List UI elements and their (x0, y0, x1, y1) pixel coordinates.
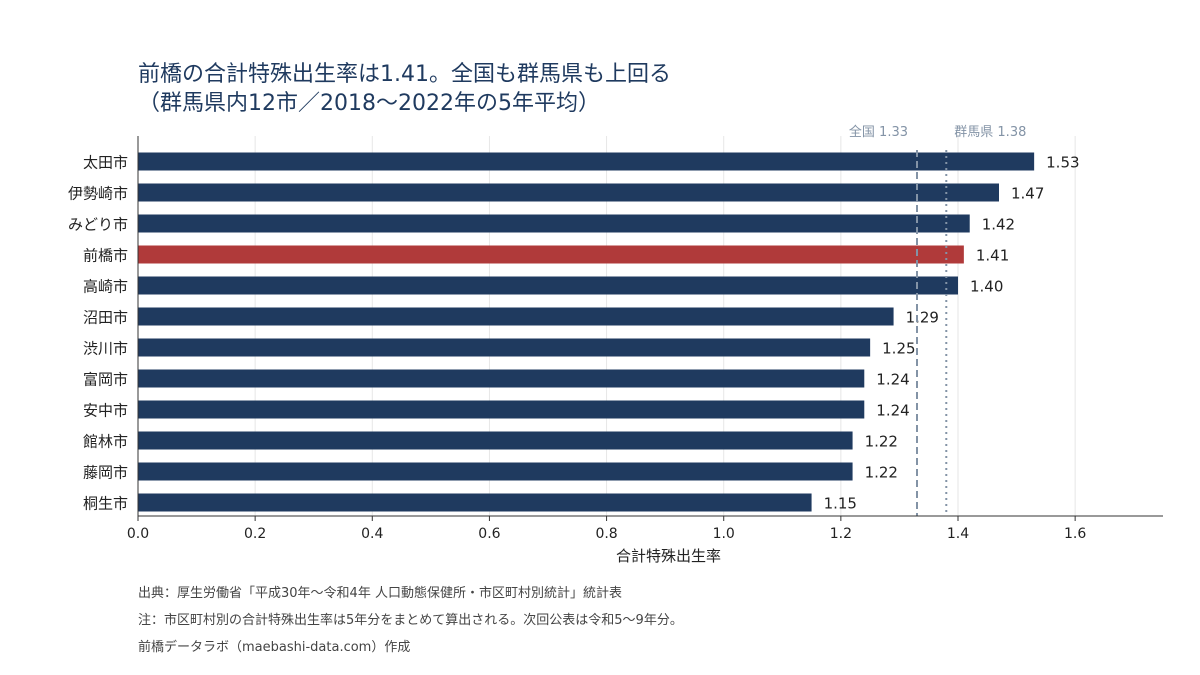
bar (138, 307, 894, 326)
x-tick-label: 0.8 (595, 526, 617, 542)
category-label: 高崎市 (83, 278, 128, 296)
category-label: 館林市 (83, 433, 128, 451)
bar (138, 400, 865, 419)
source-note: 出典：厚生労働省「平成30年〜令和4年 人口動態保健所・市区町村別統計」統計表 (138, 586, 622, 601)
x-tick-label: 0.2 (244, 526, 266, 542)
value-label: 1.41 (976, 247, 1009, 265)
method-note: 注：市区町村別の合計特殊出生率は5年分をまとめて算出される。次回公表は令和5〜9… (138, 613, 683, 628)
bar (138, 276, 958, 295)
category-label: 藤岡市 (83, 464, 128, 482)
category-label: 桐生市 (83, 495, 128, 513)
x-tick-label: 0.4 (361, 526, 383, 542)
value-label: 1.47 (1011, 185, 1044, 203)
x-tick-label: 1.2 (830, 526, 852, 542)
category-label: 沼田市 (83, 309, 128, 327)
x-axis-label: 合計特殊出生率 (616, 547, 721, 565)
bar (138, 493, 812, 512)
category-label: 渋川市 (83, 340, 128, 358)
value-label: 1.24 (876, 402, 909, 420)
value-label: 1.53 (1046, 154, 1079, 172)
category-label: 前橋市 (83, 247, 128, 265)
bar (138, 183, 999, 202)
value-label: 1.22 (865, 464, 898, 482)
value-label: 1.24 (876, 371, 909, 389)
bar (138, 245, 964, 264)
category-label: 安中市 (83, 402, 128, 420)
reference-label: 全国 1.33 (849, 124, 908, 140)
value-label: 1.42 (982, 216, 1015, 234)
x-tick-label: 1.4 (947, 526, 969, 542)
category-label: 太田市 (83, 154, 128, 172)
bar (138, 369, 865, 388)
category-label: 富岡市 (83, 371, 128, 389)
value-label: 1.22 (865, 433, 898, 451)
bar (138, 431, 853, 450)
x-tick-label: 0.6 (478, 526, 500, 542)
bar (138, 338, 871, 357)
category-label: 伊勢崎市 (68, 185, 128, 203)
value-label: 1.15 (824, 495, 857, 513)
x-tick-label: 1.0 (713, 526, 735, 542)
reference-label: 群馬県 1.38 (954, 125, 1026, 140)
bar (138, 214, 970, 233)
bar (138, 152, 1035, 171)
value-label: 1.29 (906, 309, 939, 327)
credit-note: 前橋データラボ（maebashi-data.com）作成 (138, 640, 411, 655)
x-tick-label: 0.0 (127, 526, 149, 542)
category-label: みどり市 (68, 216, 128, 234)
x-tick-label: 1.6 (1064, 526, 1086, 542)
value-label: 1.40 (970, 278, 1003, 296)
value-label: 1.25 (882, 340, 915, 358)
bar (138, 462, 853, 481)
chart-title: 前橋の合計特殊出生率は1.41。全国も群馬県も上回る （群馬県内12市／2018… (138, 62, 671, 116)
